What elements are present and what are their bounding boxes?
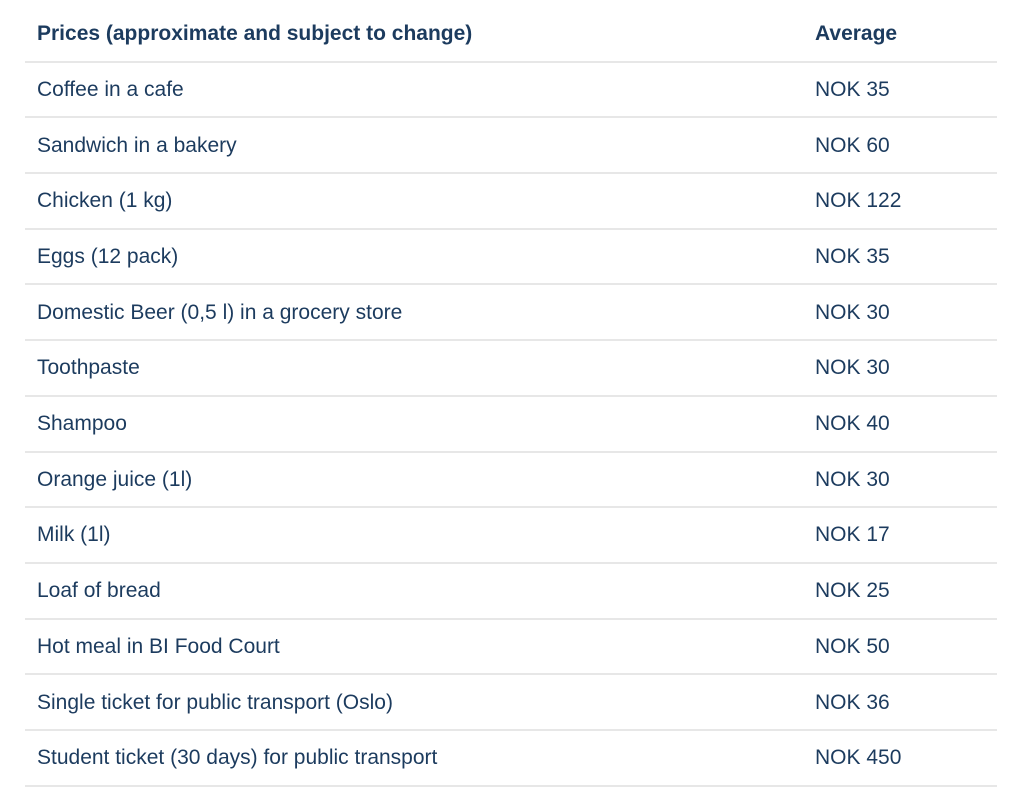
- table-row: Single ticket for public transport (Oslo…: [25, 675, 997, 731]
- item-price: NOK 35: [815, 77, 890, 101]
- table-row: Chicken (1 kg) NOK 122: [25, 174, 997, 230]
- item-label: Domestic Beer (0,5 l) in a grocery store: [37, 300, 403, 324]
- table-row: Sandwich in a bakery NOK 60: [25, 118, 997, 175]
- item-label: Sandwich in a bakery: [37, 133, 237, 157]
- table-row: Orange juice (1l) NOK 30: [25, 453, 997, 509]
- table-row: Shampoo NOK 40: [25, 397, 997, 453]
- table-row: Student ticket (30 days) for public tran…: [25, 731, 997, 787]
- prices-table: Prices (approximate and subject to chang…: [25, 7, 997, 787]
- item-price: NOK 122: [815, 189, 902, 213]
- table-row: Eggs (12 pack) NOK 35: [25, 230, 997, 286]
- item-price: NOK 36: [815, 690, 890, 714]
- table-header-prices: Prices (approximate and subject to chang…: [37, 22, 473, 46]
- table-row: Toothpaste NOK 30: [25, 341, 997, 397]
- table-header-average: Average: [815, 22, 898, 46]
- item-label: Single ticket for public transport (Oslo…: [37, 690, 393, 714]
- item-label: Loaf of bread: [37, 579, 161, 603]
- item-label: Coffee in a cafe: [37, 77, 184, 101]
- item-price: NOK 17: [815, 523, 890, 547]
- table-row: Milk (1l) NOK 17: [25, 508, 997, 564]
- table-header-row: Prices (approximate and subject to chang…: [25, 7, 997, 63]
- item-price: NOK 30: [815, 300, 890, 324]
- item-label: Student ticket (30 days) for public tran…: [37, 746, 438, 770]
- item-price: NOK 60: [815, 133, 890, 157]
- item-price: NOK 50: [815, 634, 890, 658]
- item-label: Milk (1l): [37, 523, 111, 547]
- item-label: Hot meal in BI Food Court: [37, 634, 280, 658]
- table-body: Coffee in a cafe NOK 35 Sandwich in a ba…: [25, 63, 997, 787]
- item-price: NOK 40: [815, 412, 890, 436]
- item-label: Shampoo: [37, 412, 127, 436]
- table-row: Coffee in a cafe NOK 35: [25, 63, 997, 119]
- item-price: NOK 30: [815, 356, 890, 380]
- item-label: Chicken (1 kg): [37, 189, 173, 213]
- item-price: NOK 25: [815, 579, 890, 603]
- item-price: NOK 450: [815, 746, 902, 770]
- item-price: NOK 35: [815, 245, 890, 268]
- item-label: Toothpaste: [37, 356, 140, 380]
- table-row: Hot meal in BI Food Court NOK 50: [25, 620, 997, 676]
- table-row: Loaf of bread NOK 25: [25, 564, 997, 620]
- item-price: NOK 30: [815, 467, 890, 491]
- item-label: Eggs (12 pack): [37, 245, 179, 268]
- table-row: Domestic Beer (0,5 l) in a grocery store…: [25, 285, 997, 342]
- item-label: Orange juice (1l): [37, 467, 193, 491]
